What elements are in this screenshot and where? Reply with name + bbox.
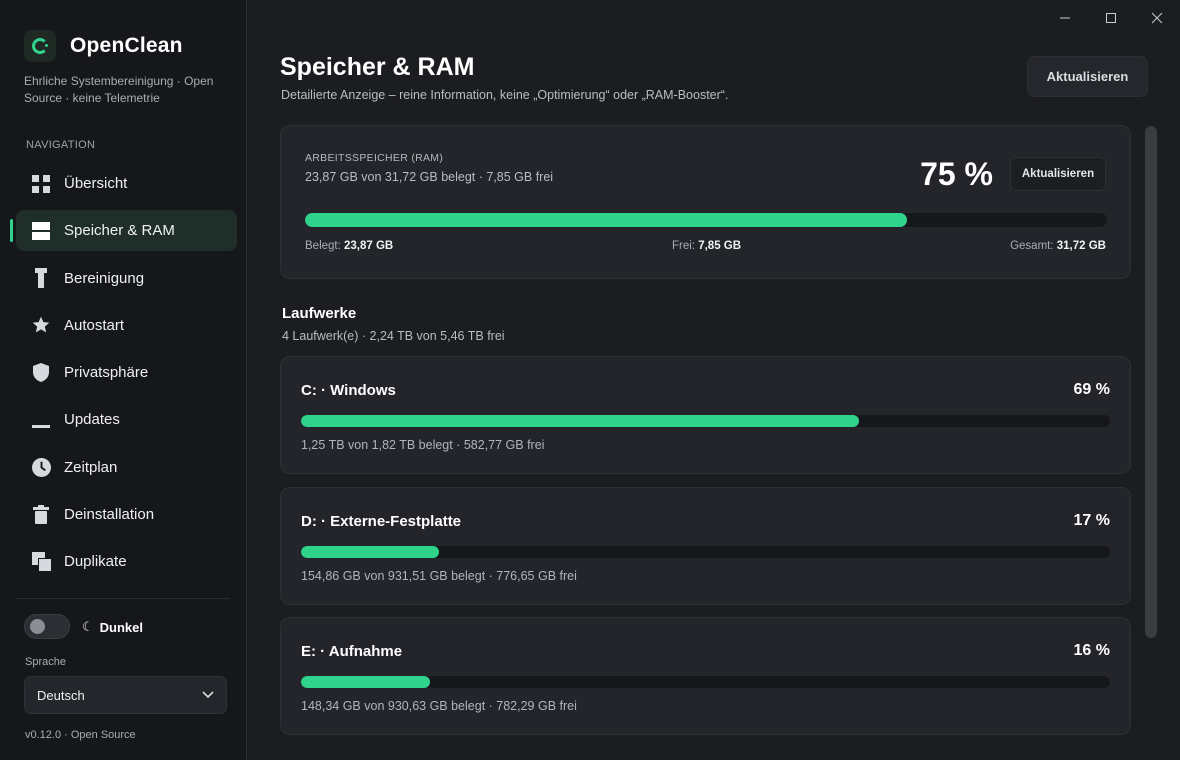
close-button[interactable] bbox=[1146, 8, 1168, 28]
theme-label-text: Dunkel bbox=[99, 619, 143, 635]
drive-percent: 69 % bbox=[1073, 381, 1110, 398]
ram-card: ARBEITSSPEICHER (RAM) 23,87 GB von 31,72… bbox=[280, 125, 1131, 279]
drive-card-c: C: · Windows 69 % 1,25 TB von 1,82 TB be… bbox=[280, 356, 1131, 474]
ram-progress-bar bbox=[305, 213, 1107, 227]
drive-detail: 154,86 GB von 931,51 GB belegt · 776,65 … bbox=[301, 569, 577, 583]
brand: OpenClean bbox=[24, 30, 183, 62]
sidebar: OpenClean Ehrliche Systembereinigung · O… bbox=[0, 0, 247, 760]
ram-heading: ARBEITSSPEICHER (RAM) bbox=[305, 152, 444, 164]
drive-title: D: · Externe-Festplatte bbox=[301, 513, 462, 530]
language-value: Deutsch bbox=[37, 687, 85, 703]
drive-progress-fill bbox=[301, 415, 860, 427]
shield-icon bbox=[31, 363, 51, 383]
refresh-button[interactable]: Aktualisieren bbox=[1027, 56, 1148, 97]
language-label: Sprache bbox=[25, 656, 66, 668]
moon-icon: ☾ bbox=[82, 619, 94, 634]
sidebar-item-uninstall[interactable]: Deinstallation bbox=[16, 494, 237, 535]
ram-total-value: 31,72 GB bbox=[1056, 240, 1106, 252]
ram-total-label: Gesamt: bbox=[1010, 240, 1054, 252]
drive-card-d: D: · Externe-Festplatte 17 % 154,86 GB v… bbox=[280, 487, 1131, 605]
ram-free-stat: Frei: 7,85 GB bbox=[672, 240, 741, 252]
ram-percent: 75 % bbox=[920, 156, 993, 192]
drives-heading: Laufwerke bbox=[282, 305, 357, 322]
minimize-icon bbox=[1060, 17, 1070, 19]
sidebar-item-label: Bereinigung bbox=[64, 269, 145, 287]
sidebar-item-overview[interactable]: Übersicht bbox=[16, 163, 237, 204]
close-icon bbox=[1151, 12, 1163, 24]
sidebar-item-duplicates[interactable]: Duplikate bbox=[16, 541, 237, 582]
ram-used-value: 23,87 GB bbox=[344, 240, 394, 252]
sidebar-item-label: Privatsphäre bbox=[64, 364, 149, 382]
drive-percent: 17 % bbox=[1073, 512, 1110, 529]
drive-title: C: · Windows bbox=[301, 382, 396, 399]
toggle-knob bbox=[30, 619, 45, 634]
theme-toggle[interactable] bbox=[24, 614, 70, 639]
ram-total-stat: Gesamt: 31,72 GB bbox=[1010, 240, 1106, 252]
version-label: v0.12.0 · Open Source bbox=[25, 729, 136, 741]
sidebar-item-updates[interactable]: Updates bbox=[16, 399, 237, 440]
drive-detail: 1,25 TB von 1,82 TB belegt · 582,77 GB f… bbox=[301, 438, 545, 452]
maximize-button[interactable] bbox=[1100, 8, 1122, 28]
drive-progress-bar bbox=[301, 676, 1110, 688]
content-scrollbar[interactable] bbox=[1145, 126, 1157, 638]
drive-title: E: · Aufnahme bbox=[301, 643, 403, 660]
drive-progress-bar bbox=[301, 546, 1110, 558]
app-tagline: Ehrliche Systembereinigung · Open Source… bbox=[24, 74, 214, 105]
sidebar-item-privacy[interactable]: Privatsphäre bbox=[16, 352, 237, 393]
ram-progress-fill bbox=[305, 213, 907, 227]
nav-list: Übersicht Speicher & RAM Bereinigung Aut… bbox=[10, 163, 237, 589]
sidebar-item-cleanup[interactable]: Bereinigung bbox=[16, 258, 237, 299]
broom-icon bbox=[31, 268, 51, 289]
ram-free-value: 7,85 GB bbox=[698, 240, 742, 252]
sidebar-item-label: Zeitplan bbox=[64, 458, 118, 476]
page-title: Speicher & RAM bbox=[280, 53, 475, 81]
sidebar-item-storage-ram[interactable]: Speicher & RAM bbox=[10, 210, 237, 252]
ram-used-label: Belegt: bbox=[305, 240, 341, 252]
sidebar-item-label: Autostart bbox=[64, 316, 125, 334]
sidebar-item-label: Deinstallation bbox=[64, 506, 155, 524]
sidebar-item-schedule[interactable]: Zeitplan bbox=[16, 447, 237, 488]
drives-summary: 4 Laufwerk(e) · 2,24 TB von 5,46 TB frei bbox=[282, 329, 505, 343]
chevron-down-icon bbox=[202, 691, 214, 699]
trash-icon bbox=[31, 505, 51, 525]
maximize-icon bbox=[1106, 13, 1116, 23]
sidebar-item-label: Speicher & RAM bbox=[64, 222, 175, 240]
ram-detail: 23,87 GB von 31,72 GB belegt · 7,85 GB f… bbox=[305, 170, 554, 184]
theme-label: ☾ Dunkel bbox=[82, 619, 143, 635]
sidebar-item-label: Übersicht bbox=[64, 175, 128, 192]
ram-used-stat: Belegt: 23,87 GB bbox=[305, 240, 393, 252]
drive-percent: 16 % bbox=[1073, 642, 1110, 659]
app-logo-icon bbox=[24, 30, 56, 62]
drive-detail: 148,34 GB von 930,63 GB belegt · 782,29 … bbox=[301, 699, 577, 713]
star-icon bbox=[31, 315, 51, 335]
app-name: OpenClean bbox=[70, 34, 183, 57]
nav-heading: NAVIGATION bbox=[26, 139, 96, 151]
ram-refresh-button[interactable]: Aktualisieren bbox=[1010, 157, 1106, 191]
drive-progress-bar bbox=[301, 415, 1110, 427]
ram-free-label: Frei: bbox=[672, 240, 695, 252]
clock-icon bbox=[31, 457, 51, 477]
language-select[interactable]: Deutsch bbox=[24, 676, 227, 714]
sidebar-item-autostart[interactable]: Autostart bbox=[16, 305, 237, 346]
copy-icon bbox=[31, 552, 51, 572]
minimize-button[interactable] bbox=[1054, 8, 1076, 28]
drive-progress-fill bbox=[301, 676, 431, 688]
page-subtitle: Detailierte Anzeige – reine Information,… bbox=[281, 88, 729, 102]
sidebar-divider bbox=[16, 598, 230, 599]
storage-icon bbox=[31, 221, 51, 241]
minus-icon bbox=[31, 410, 51, 430]
sidebar-item-label: Updates bbox=[64, 411, 120, 429]
drive-card-e: E: · Aufnahme 16 % 148,34 GB von 930,63 … bbox=[280, 617, 1131, 735]
drive-progress-fill bbox=[301, 546, 439, 558]
sidebar-item-label: Duplikate bbox=[64, 553, 127, 571]
grid-icon bbox=[31, 174, 51, 194]
